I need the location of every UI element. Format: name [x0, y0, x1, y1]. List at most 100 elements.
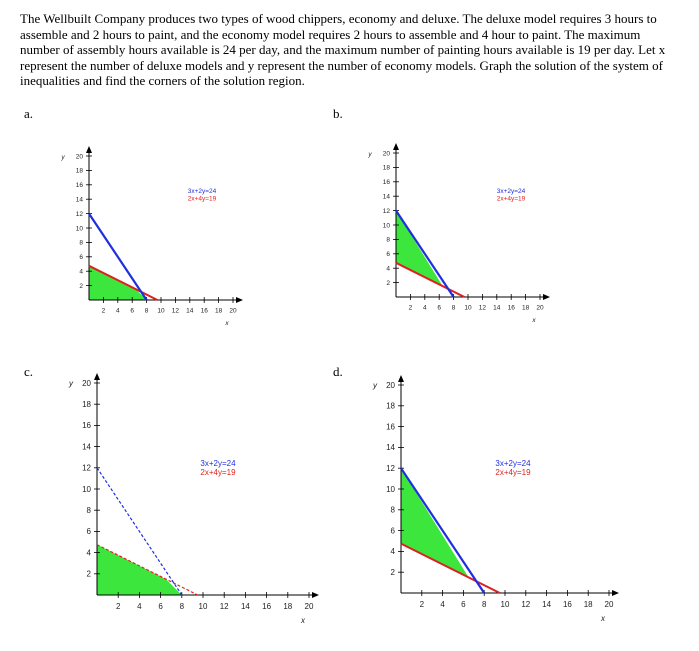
y-tick-label: 2 [87, 570, 92, 579]
y-tick-label: 18 [383, 165, 391, 172]
x-tick-label: 4 [423, 305, 427, 312]
y-axis-label: y [372, 381, 378, 390]
x-tick-label: 16 [563, 600, 572, 609]
y-tick-label: 16 [383, 179, 391, 186]
y-tick-label: 6 [386, 251, 390, 258]
graph-option-b: 2 4 6 8 10 12 14 16 18 202468101214161820xy3x+2y=… [367, 143, 550, 324]
x-axis-arrow [236, 297, 243, 303]
x-tick-label: 10 [157, 308, 165, 315]
y-tick-label: 18 [386, 402, 395, 411]
x-tick-label: 8 [452, 305, 456, 312]
y-tick-label: 10 [82, 485, 91, 494]
y-tick-label: 20 [383, 150, 391, 157]
option-label-a[interactable]: a. [24, 106, 34, 121]
legend-3x2y24: 3x+2y=24 [188, 188, 217, 195]
y-tick-label: 12 [386, 464, 395, 473]
x-tick-label: 14 [542, 600, 551, 609]
line-3x2y24 [88, 212, 148, 301]
y-tick-label: 14 [82, 442, 91, 451]
y-axis-arrow [86, 146, 92, 153]
line-2x4y19 [96, 544, 198, 596]
y-tick-label: 18 [82, 400, 91, 409]
line-2x4y19 [400, 542, 501, 594]
x-tick-label: 20 [229, 308, 237, 315]
y-axis-label: y [68, 379, 74, 388]
line-3x2y24 [96, 467, 183, 596]
y-tick-label: 16 [76, 182, 84, 189]
y-tick-label: 8 [386, 237, 390, 244]
legend-2x4y19: 2x+4y=19 [497, 196, 526, 203]
y-axis-arrow [398, 375, 404, 382]
x-tick-label: 12 [479, 305, 487, 312]
y-tick-label: 6 [391, 526, 396, 535]
x-tick-label: 12 [220, 602, 229, 611]
x-tick-label: 2 [102, 308, 106, 315]
problem-text: The Wellbuilt Company produces two types… [20, 11, 666, 89]
x-tick-label: 14 [186, 308, 194, 315]
option-label-b[interactable]: b. [333, 106, 343, 121]
x-tick-label: 6 [158, 602, 163, 611]
y-tick-label: 8 [391, 506, 396, 515]
x-tick-label: 6 [130, 308, 134, 315]
x-tick-label: 18 [584, 600, 593, 609]
y-tick-label: 8 [79, 240, 83, 247]
x-tick-label: 12 [521, 600, 530, 609]
x-tick-label: 2 [116, 602, 121, 611]
x-axis-label: x [600, 614, 606, 623]
x-axis-label: x [224, 320, 229, 327]
option-label-d[interactable]: d. [333, 364, 343, 379]
x-axis-arrow [312, 592, 319, 598]
legend-3x2y24: 3x+2y=24 [200, 459, 236, 468]
y-tick-label: 14 [76, 196, 84, 203]
x-tick-label: 6 [437, 305, 441, 312]
x-tick-label: 20 [305, 602, 314, 611]
y-tick-label: 4 [87, 548, 92, 557]
x-tick-label: 10 [501, 600, 510, 609]
y-tick-label: 20 [76, 153, 84, 160]
x-tick-label: 8 [180, 602, 185, 611]
x-tick-label: 18 [283, 602, 292, 611]
x-tick-label: 4 [137, 602, 142, 611]
y-tick-label: 12 [82, 464, 91, 473]
x-tick-label: 18 [215, 308, 223, 315]
option-label-c[interactable]: c. [24, 364, 34, 379]
x-tick-label: 16 [508, 305, 516, 312]
solution-region [89, 265, 147, 300]
y-tick-label: 4 [386, 265, 390, 272]
y-axis-label: y [367, 151, 372, 158]
x-tick-label: 20 [536, 305, 544, 312]
legend-3x2y24: 3x+2y=24 [495, 459, 531, 468]
x-tick-label: 8 [145, 308, 149, 315]
x-tick-label: 2 [409, 305, 413, 312]
x-tick-label: 4 [116, 308, 120, 315]
x-tick-label: 16 [201, 308, 209, 315]
x-tick-label: 14 [241, 602, 250, 611]
x-axis-label: x [300, 616, 306, 625]
x-tick-label: 12 [172, 308, 180, 315]
legend-3x2y24: 3x+2y=24 [497, 188, 526, 195]
y-tick-label: 8 [87, 506, 92, 515]
y-tick-label: 20 [82, 379, 91, 388]
y-tick-label: 10 [383, 222, 391, 229]
x-tick-label: 8 [482, 600, 487, 609]
y-tick-label: 4 [79, 268, 83, 275]
x-axis-label: x [531, 317, 536, 324]
x-tick-label: 16 [262, 602, 271, 611]
y-axis-label: y [60, 154, 65, 161]
line-2x4y19 [395, 261, 465, 298]
y-tick-label: 12 [383, 208, 391, 215]
x-tick-label: 2 [420, 600, 425, 609]
x-tick-label: 10 [199, 602, 208, 611]
legend-2x4y19: 2x+4y=19 [188, 196, 217, 203]
y-tick-label: 10 [386, 485, 395, 494]
x-tick-label: 10 [464, 305, 472, 312]
x-tick-label: 14 [493, 305, 501, 312]
graph-option-a: 2 4 6 8 10 12 14 16 18 202468101214161820xy3x+2y=… [60, 146, 243, 327]
y-tick-label: 2 [391, 568, 396, 577]
y-tick-label: 16 [82, 421, 91, 430]
y-tick-label: 12 [76, 211, 84, 218]
legend-2x4y19: 2x+4y=19 [495, 468, 531, 477]
line-2x4y19 [88, 264, 158, 301]
y-tick-label: 14 [386, 443, 395, 452]
y-tick-label: 20 [386, 381, 395, 390]
